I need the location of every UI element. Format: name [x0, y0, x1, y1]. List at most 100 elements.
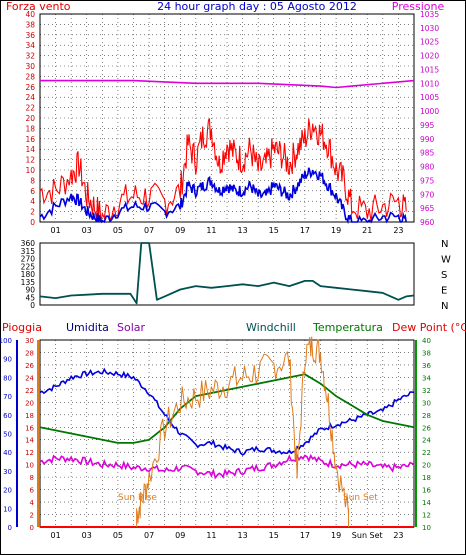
y-solar-tick-label: 26: [25, 362, 34, 370]
x-tick-label: 01: [50, 226, 60, 235]
x-tick-label: 03: [82, 531, 92, 540]
x-tick-label: 19: [331, 226, 341, 235]
y-temp-tick-label: 38: [422, 349, 431, 357]
label-umidita: Umidita: [66, 321, 109, 334]
series-dew-point: [39, 453, 415, 480]
label-temperatura: Temperatura: [312, 321, 383, 334]
header-center-title: 24 hour graph day : 05 Agosto 2012: [157, 0, 357, 13]
y-dir-tick-label: 270: [21, 255, 36, 264]
y-umidita-tick-label: 90: [3, 356, 12, 364]
y-left-tick-label: 12: [25, 156, 35, 165]
x-tick-label: Sun Set: [352, 531, 383, 540]
y-solar-tick-label: 22: [25, 387, 34, 395]
y-solar-tick-label: 4: [30, 499, 35, 507]
x-tick-label: 05: [113, 531, 123, 540]
y-left-tick-label: 26: [25, 83, 35, 92]
top-plot-area: [39, 13, 415, 223]
y-left-tick-label: 34: [25, 41, 35, 50]
y-umidita-tick-label: 80: [3, 374, 12, 382]
y-right-tick-label: 1030: [420, 24, 439, 33]
series-wind-direction: [39, 242, 415, 305]
y-right-tick-label: 965: [420, 204, 435, 213]
y-left-tick-label: 38: [25, 20, 35, 29]
y-solar-tick-label: 12: [25, 449, 34, 457]
y-right-tick-label: 995: [420, 121, 435, 130]
y-umidita-tick-label: 50: [3, 431, 12, 439]
y-right-tick-label: 1035: [420, 10, 439, 19]
y-dir-tick-label: 45: [25, 293, 35, 302]
y-umidita-tick-label: 30: [3, 468, 12, 476]
y-dir-tick-label: 315: [21, 247, 36, 256]
x-tick-label: 13: [237, 226, 247, 235]
x-tick-label: 15: [269, 531, 279, 540]
x-tick-label: 01: [50, 531, 60, 540]
y-dir-tick-label: 135: [21, 278, 36, 287]
y-left-tick-label: 6: [30, 187, 35, 196]
y-temp-tick-label: 16: [422, 487, 431, 495]
y-dir-tick-label: 0: [30, 301, 35, 310]
y-right-tick-label: 960: [420, 218, 435, 227]
y-left-tick-label: 18: [25, 124, 35, 133]
y-left-tick-label: 22: [25, 104, 35, 113]
y-right-tick-label: 975: [420, 176, 435, 185]
y-temp-tick-label: 40: [422, 337, 431, 345]
y-temp-tick-label: 24: [422, 437, 431, 445]
series-umidita: [39, 367, 415, 456]
y-right-tick-label: 1025: [420, 38, 439, 47]
y-left-tick-label: 24: [25, 93, 35, 102]
label-solar: Solar: [117, 321, 146, 334]
x-tick-label: 17: [300, 531, 310, 540]
y-solar-tick-label: 20: [25, 399, 34, 407]
header-right-title: Pressione: [392, 0, 445, 13]
x-tick-label: 15: [269, 226, 279, 235]
x-tick-label: 07: [144, 531, 154, 540]
y-temp-tick-label: 32: [422, 387, 431, 395]
series-gust: [39, 117, 407, 223]
y-right-tick-label: 1000: [420, 107, 439, 116]
y-left-tick-label: 28: [25, 72, 35, 81]
y-solar-tick-label: 2: [30, 512, 34, 520]
compass-label: N: [441, 301, 448, 312]
y-temp-tick-label: 12: [422, 512, 431, 520]
x-tick-label: 09: [175, 226, 185, 235]
compass-label: W: [441, 255, 451, 266]
compass-label: N: [441, 239, 448, 250]
y-right-tick-label: 970: [420, 190, 435, 199]
y-solar-tick-label: 28: [25, 349, 34, 357]
y-solar-tick-label: 14: [25, 437, 34, 445]
temperature-humidity-chart: 0102030405060708090100024681012141618202…: [0, 336, 431, 540]
x-tick-label: 09: [175, 531, 185, 540]
series-average: [39, 167, 407, 225]
y-temp-tick-label: 22: [422, 449, 431, 457]
x-tick-label: 17: [300, 226, 310, 235]
y-temp-tick-label: 34: [422, 374, 431, 382]
compass-label: S: [441, 270, 447, 281]
y-solar-tick-label: 30: [25, 337, 34, 345]
y-temp-tick-label: 36: [422, 362, 431, 370]
y-solar-tick-label: 0: [30, 524, 34, 532]
y-solar-tick-label: 18: [25, 412, 34, 420]
y-right-tick-label: 985: [420, 149, 435, 158]
y-right-tick-label: 980: [420, 163, 435, 172]
y-dir-tick-label: 225: [21, 262, 36, 271]
y-left-tick-label: 32: [25, 52, 35, 61]
y-umidita-tick-label: 70: [3, 393, 12, 401]
y-dir-tick-label: 360: [21, 239, 36, 248]
y-left-tick-label: 14: [25, 145, 35, 154]
series-pressione: [40, 79, 415, 89]
annotation-sun-rise: Sun Rise: [118, 493, 157, 503]
y-umidita-tick-label: 0: [8, 524, 12, 532]
x-tick-label: 21: [362, 226, 372, 235]
y-umidita-tick-label: 20: [3, 487, 12, 495]
x-tick-label: 23: [393, 226, 403, 235]
compass-label: E: [441, 286, 447, 297]
y-left-tick-label: 30: [25, 62, 35, 71]
series-temperatura: [39, 373, 415, 444]
y-right-tick-label: 1010: [420, 79, 439, 88]
label-dewpoint: Dew Point (°C): [392, 321, 466, 334]
y-solar-tick-label: 8: [30, 474, 34, 482]
y-left-tick-label: 10: [25, 166, 35, 175]
y-umidita-tick-label: 60: [3, 412, 12, 420]
